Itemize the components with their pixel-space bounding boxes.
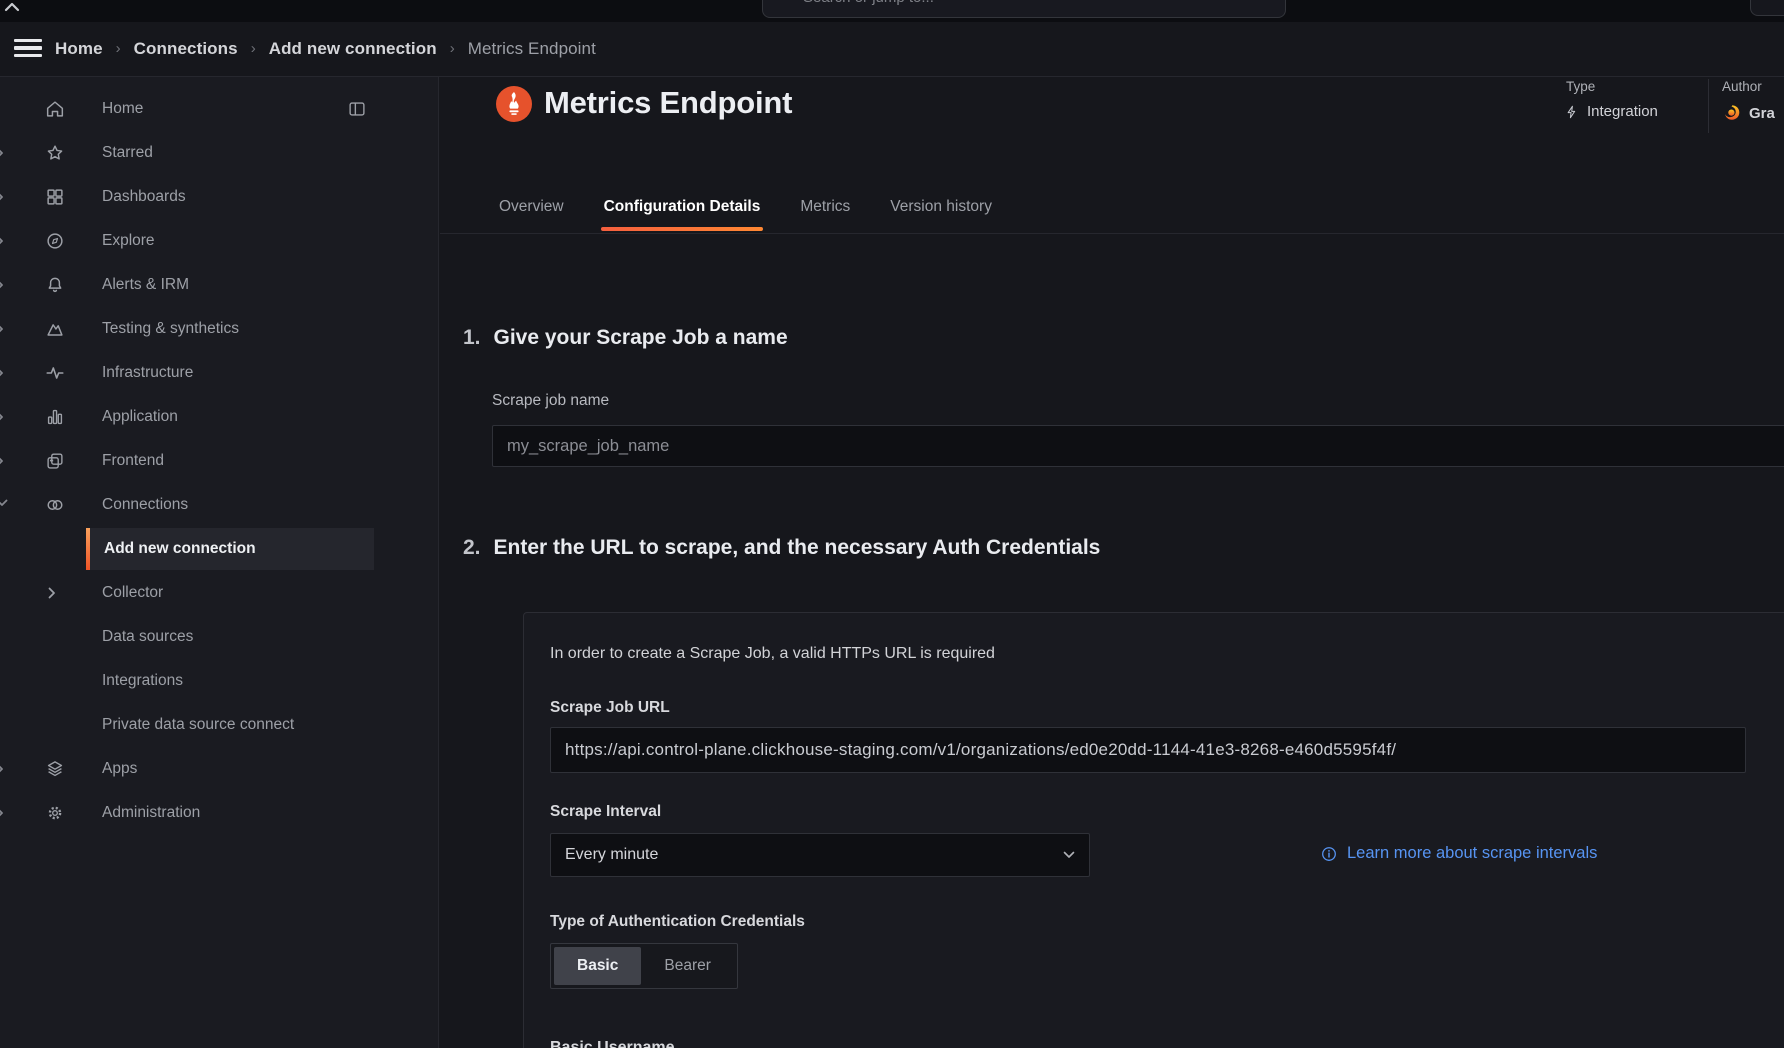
sidebar-item-data-sources[interactable]: Data sources: [102, 628, 194, 645]
active-item-highlight: [86, 528, 374, 570]
breadcrumb-bar: Home › Connections › Add new connection …: [0, 22, 1784, 77]
sidebar-item-collector[interactable]: Collector: [0, 571, 438, 615]
scrape-job-name-input[interactable]: [492, 425, 1784, 467]
header-divider: [1708, 79, 1709, 133]
type-value: Integration: [1564, 103, 1658, 120]
chevron-down-icon[interactable]: [0, 499, 8, 507]
type-label: Type: [1566, 79, 1596, 94]
chevron-right-icon[interactable]: [0, 455, 4, 467]
sidebar-item-dashboards[interactable]: Dashboards: [0, 175, 438, 219]
sidebar-item-explore[interactable]: Explore: [0, 219, 438, 263]
page-title: Metrics Endpoint: [544, 85, 793, 120]
dashboards-icon: [44, 186, 66, 208]
scrape-interval-value: Every minute: [565, 846, 659, 863]
explore-compass-icon: [44, 230, 66, 252]
author-value: Gra: [1722, 103, 1775, 123]
chevron-right-icon[interactable]: [48, 587, 56, 599]
sidebar-item-integrations[interactable]: Integrations: [102, 672, 183, 689]
breadcrumb-separator: ›: [115, 39, 121, 57]
connections-rings-icon: [44, 494, 66, 516]
sidebar-item-add-new-connection[interactable]: Add new connection: [0, 527, 438, 571]
breadcrumb-separator: ›: [250, 39, 256, 57]
sidebar-item-application[interactable]: Application: [0, 395, 438, 439]
breadcrumb-metrics-endpoint: Metrics Endpoint: [467, 39, 596, 58]
prometheus-icon: [496, 86, 532, 122]
scrape-job-url-input[interactable]: [550, 727, 1746, 773]
active-item-accent-bar: [86, 528, 90, 570]
main-content: Metrics Endpoint Type Integration Author…: [440, 77, 1784, 1048]
auth-bearer-button[interactable]: Bearer: [664, 957, 711, 974]
tabs-divider: [440, 233, 1784, 234]
chevron-right-icon[interactable]: [0, 279, 4, 291]
sidebar-item-alerts-irm[interactable]: Alerts & IRM: [0, 263, 438, 307]
frontend-windows-icon: [44, 450, 66, 472]
scrape-job-url-label: Scrape Job URL: [550, 699, 670, 716]
tab-version-history[interactable]: Version history: [890, 198, 992, 215]
auth-type-toggle: Basic Bearer: [550, 943, 738, 989]
tab-configuration-details[interactable]: Configuration Details: [600, 185, 764, 233]
chevron-up-icon[interactable]: [4, 2, 20, 12]
menu-icon[interactable]: [14, 39, 42, 60]
sidebar-nav: Home Starred Dashboards Explore Alerts &…: [0, 77, 439, 1048]
scrape-interval-select[interactable]: Every minute: [550, 833, 1090, 877]
k6-mountain-icon: [44, 318, 66, 340]
breadcrumb: Home › Connections › Add new connection …: [55, 22, 596, 76]
step1-heading: 1. Give your Scrape Job a name: [463, 326, 788, 349]
breadcrumb-home[interactable]: Home: [55, 39, 103, 58]
basic-username-label: Basic Username: [550, 1039, 675, 1048]
sidebar-item-testing-synthetics[interactable]: Testing & synthetics: [0, 307, 438, 351]
sidebar-item-frontend[interactable]: Frontend: [0, 439, 438, 483]
search-placeholder: Search or jump to...: [763, 0, 1285, 19]
gear-icon: [44, 802, 66, 824]
info-icon: [1320, 845, 1338, 863]
chevron-right-icon[interactable]: [0, 323, 4, 335]
auth-type-label: Type of Authentication Credentials: [550, 913, 805, 930]
scrape-job-config-card: In order to create a Scrape Job, a valid…: [523, 612, 1784, 1048]
card-intro-text: In order to create a Scrape Job, a valid…: [550, 645, 995, 662]
sidebar-item-apps[interactable]: Apps: [0, 747, 438, 791]
sidebar-item-infrastructure[interactable]: Infrastructure: [0, 351, 438, 395]
step2-heading: 2. Enter the URL to scrape, and the nece…: [463, 536, 1101, 559]
auth-basic-button[interactable]: Basic: [554, 947, 642, 985]
star-icon: [44, 142, 66, 164]
chevron-right-icon[interactable]: [0, 807, 4, 819]
collapse-sidebar-icon[interactable]: [346, 98, 368, 120]
breadcrumb-add-new-connection[interactable]: Add new connection: [268, 39, 437, 58]
topbar-button-fragment[interactable]: [1750, 0, 1784, 16]
chevron-right-icon[interactable]: [0, 763, 4, 775]
sidebar-item-home[interactable]: Home: [0, 87, 438, 131]
home-icon: [44, 98, 66, 120]
sidebar-item-connections[interactable]: Connections: [0, 483, 438, 527]
breadcrumb-connections[interactable]: Connections: [133, 39, 238, 58]
chevron-right-icon[interactable]: [0, 411, 4, 423]
chevron-right-icon[interactable]: [0, 147, 4, 159]
sidebar-item-starred[interactable]: Starred: [0, 131, 438, 175]
zap-icon: [1564, 104, 1580, 120]
chevron-right-icon[interactable]: [0, 191, 4, 203]
chevron-right-icon[interactable]: [0, 235, 4, 247]
breadcrumb-separator: ›: [449, 39, 455, 57]
author-label: Author: [1722, 79, 1762, 94]
search-input[interactable]: Search or jump to...: [762, 0, 1286, 18]
tab-bar: Overview Configuration Details Metrics V…: [496, 185, 995, 233]
chevron-right-icon[interactable]: [0, 367, 4, 379]
tab-overview[interactable]: Overview: [499, 198, 564, 215]
grafana-logo-icon: [1722, 103, 1742, 123]
layers-icon: [44, 758, 66, 780]
scrape-interval-label: Scrape Interval: [550, 803, 662, 820]
bell-icon: [44, 274, 66, 296]
activity-pulse-icon: [44, 362, 66, 384]
bar-chart-icon: [44, 406, 66, 428]
scrape-job-name-label: Scrape job name: [492, 392, 610, 409]
learn-more-scrape-intervals-link[interactable]: Learn more about scrape intervals: [1320, 844, 1597, 863]
sidebar-item-private-data-source-connect[interactable]: Private data source connect: [102, 716, 295, 733]
sidebar-item-administration[interactable]: Administration: [0, 791, 438, 835]
top-strip: Search or jump to...: [0, 0, 1784, 23]
tab-metrics[interactable]: Metrics: [800, 198, 851, 215]
chevron-down-icon: [1063, 851, 1075, 859]
